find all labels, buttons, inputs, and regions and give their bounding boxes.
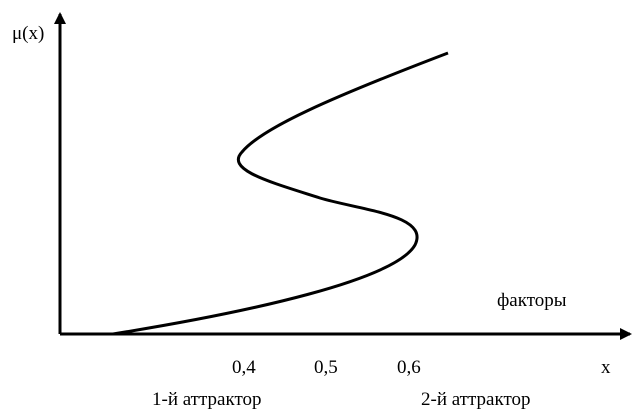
tick-label: 0,5 xyxy=(314,357,338,378)
curve-label-factors: факторы xyxy=(497,290,567,311)
attractor-label: 1-й аттрактор xyxy=(152,389,262,410)
attractor-label: 2-й аттрактор xyxy=(421,389,531,410)
x-axis-label: x xyxy=(601,357,611,378)
s-curve xyxy=(112,51,449,336)
tick-label: 0,4 xyxy=(232,357,256,378)
tick-label: 0,6 xyxy=(397,357,421,378)
y-axis-label: μ(x) xyxy=(12,23,44,44)
